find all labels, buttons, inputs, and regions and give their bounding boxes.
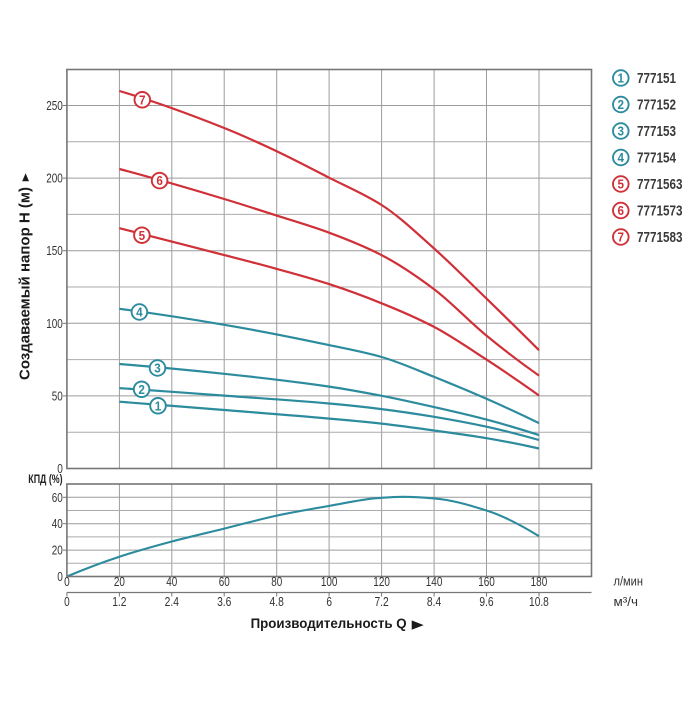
svg-text:2: 2 [138, 382, 145, 397]
svg-text:4: 4 [136, 305, 143, 320]
svg-text:777153: 777153 [637, 123, 676, 140]
svg-text:7: 7 [139, 92, 146, 107]
svg-text:50: 50 [52, 389, 63, 403]
svg-text:3: 3 [154, 361, 161, 376]
svg-text:777154: 777154 [637, 150, 677, 167]
svg-text:5: 5 [139, 228, 146, 243]
svg-text:4.8: 4.8 [270, 595, 284, 609]
svg-text:6: 6 [326, 595, 332, 609]
svg-text:80: 80 [271, 575, 282, 589]
svg-text:7: 7 [618, 230, 625, 245]
svg-text:60: 60 [52, 491, 63, 505]
svg-text:1.2: 1.2 [112, 595, 126, 609]
svg-text:Создаваемый напор H (м): Создаваемый напор H (м) [17, 187, 34, 380]
svg-text:100: 100 [321, 575, 338, 589]
svg-text:3.6: 3.6 [217, 595, 231, 609]
svg-text:140: 140 [426, 575, 443, 589]
svg-text:м³/ч: м³/ч [614, 595, 639, 609]
svg-text:2: 2 [618, 97, 625, 112]
svg-text:777152: 777152 [637, 97, 676, 114]
svg-text:60: 60 [219, 575, 230, 589]
svg-text:6: 6 [618, 203, 625, 218]
svg-text:4: 4 [618, 150, 625, 165]
svg-text:5: 5 [618, 177, 625, 192]
svg-text:40: 40 [166, 575, 177, 589]
svg-text:180: 180 [531, 575, 548, 589]
svg-text:8.4: 8.4 [427, 595, 441, 609]
svg-text:л/мин: л/мин [614, 575, 644, 589]
svg-text:40: 40 [52, 517, 63, 531]
svg-text:7771563: 7771563 [637, 176, 683, 193]
svg-text:1: 1 [618, 71, 625, 86]
svg-text:2.4: 2.4 [165, 595, 179, 609]
svg-text:0: 0 [57, 462, 63, 476]
svg-text:0: 0 [64, 595, 70, 609]
svg-text:9.6: 9.6 [479, 595, 493, 609]
svg-text:100: 100 [46, 317, 63, 331]
svg-text:КПД (%): КПД (%) [28, 472, 62, 486]
svg-text:7771573: 7771573 [637, 203, 683, 220]
svg-text:120: 120 [373, 575, 390, 589]
svg-text:1: 1 [155, 398, 162, 413]
svg-text:200: 200 [46, 172, 63, 186]
svg-text:160: 160 [478, 575, 495, 589]
svg-text:6: 6 [156, 173, 163, 188]
svg-text:0: 0 [64, 575, 70, 589]
svg-text:7771583: 7771583 [637, 229, 683, 246]
svg-text:150: 150 [46, 244, 63, 258]
svg-text:20: 20 [114, 575, 125, 589]
svg-text:7.2: 7.2 [374, 595, 388, 609]
svg-text:250: 250 [46, 99, 63, 113]
svg-text:0: 0 [57, 570, 63, 584]
svg-text:Производительность Q: Производительность Q [251, 615, 407, 631]
svg-text:10.8: 10.8 [529, 595, 549, 609]
svg-text:777151: 777151 [637, 70, 676, 87]
svg-text:20: 20 [52, 544, 63, 558]
svg-text:3: 3 [618, 124, 625, 139]
